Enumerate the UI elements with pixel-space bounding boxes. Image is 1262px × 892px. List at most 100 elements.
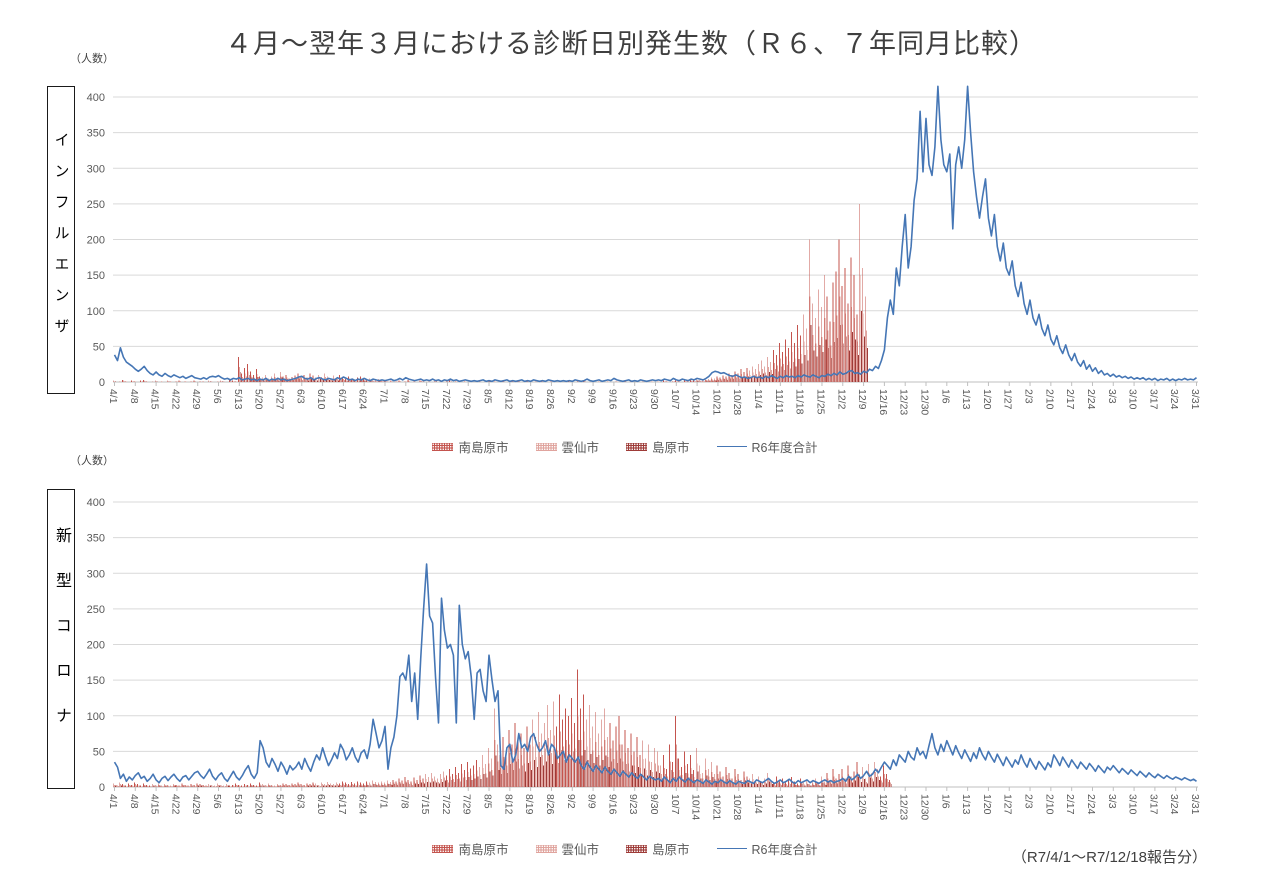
svg-text:4/22: 4/22 (169, 389, 181, 410)
svg-text:2/24: 2/24 (1085, 794, 1097, 815)
svg-text:6/17: 6/17 (336, 794, 348, 815)
svg-text:350: 350 (87, 128, 105, 140)
svg-text:8/26: 8/26 (544, 794, 556, 815)
svg-text:3/17: 3/17 (1147, 794, 1159, 815)
svg-text:12/16: 12/16 (877, 794, 889, 820)
svg-text:9/9: 9/9 (586, 794, 598, 809)
svg-text:7/1: 7/1 (378, 794, 390, 809)
legend-item-minamishimabara: 南島原市 (432, 839, 509, 858)
svg-text:6/3: 6/3 (294, 794, 306, 809)
legend-label-unzen: 雲仙市 (561, 441, 600, 455)
svg-text:350: 350 (87, 533, 105, 545)
svg-text:11/4: 11/4 (752, 794, 764, 814)
svg-text:4/8: 4/8 (128, 389, 140, 404)
svg-text:3/24: 3/24 (1168, 794, 1180, 815)
legend-label-r6-total: R6年度合計 (751, 843, 818, 857)
svg-text:9/16: 9/16 (606, 794, 618, 815)
svg-text:12/16: 12/16 (877, 389, 889, 415)
svg-text:4/8: 4/8 (128, 794, 140, 809)
svg-text:6/10: 6/10 (315, 389, 327, 410)
svg-text:2/10: 2/10 (1043, 794, 1055, 815)
svg-text:2/17: 2/17 (1064, 794, 1076, 815)
svg-text:8/26: 8/26 (544, 389, 556, 410)
svg-text:12/9: 12/9 (856, 389, 868, 410)
legend-item-minamishimabara: 南島原市 (432, 437, 509, 456)
side-label-influenza: インフルエンザ (52, 131, 70, 349)
svg-text:5/6: 5/6 (211, 794, 223, 809)
svg-text:11/11: 11/11 (773, 794, 785, 819)
side-label-covid: 新型コロナ (53, 526, 70, 752)
svg-text:10/14: 10/14 (690, 389, 702, 415)
svg-text:3/10: 3/10 (1127, 389, 1139, 410)
svg-text:5/27: 5/27 (274, 794, 286, 815)
svg-text:5/20: 5/20 (253, 794, 265, 815)
svg-text:5/20: 5/20 (253, 389, 265, 410)
svg-text:3/24: 3/24 (1168, 389, 1180, 410)
legend-covid: 南島原市 雲仙市 島原市 R6年度合計 (40, 839, 1210, 858)
svg-text:10/14: 10/14 (690, 794, 702, 820)
x-axis-tick-labels: 4/1 4/8 4/15 4/22 4/29 5/6 5/13 5/20 5/27 6/3 6/10… (107, 787, 1201, 820)
svg-text:100: 100 (87, 306, 105, 318)
gridlines (113, 501, 1198, 788)
y-axis-unit-label-covid: （人数） (70, 455, 114, 467)
svg-text:2/10: 2/10 (1043, 389, 1055, 410)
svg-text:1/6: 1/6 (939, 794, 951, 809)
legend-influenza: 南島原市 雲仙市 島原市 R6年度合計 (40, 437, 1210, 456)
svg-text:12/9: 12/9 (856, 794, 868, 815)
svg-text:12/2: 12/2 (835, 389, 847, 410)
pattern-swatch-unzen (535, 442, 557, 451)
legend-label-r6-total: R6年度合計 (751, 441, 818, 455)
svg-text:2/24: 2/24 (1085, 389, 1097, 410)
svg-text:8/19: 8/19 (523, 794, 535, 815)
legend-item-shimabara: 島原市 (626, 437, 690, 456)
line-swatch-r6-total (716, 446, 747, 447)
svg-text:4/1: 4/1 (107, 794, 119, 809)
svg-text:8/5: 8/5 (482, 794, 494, 809)
svg-text:4/15: 4/15 (149, 794, 161, 815)
svg-text:100: 100 (87, 711, 105, 723)
y-axis-tick-labels: 0 50 100 150 200 250 300 350 400 (87, 92, 105, 389)
svg-text:10/21: 10/21 (710, 389, 722, 415)
y-axis-tick-labels: 0 50 100 150 200 250 300 350 400 (87, 497, 105, 794)
svg-text:1/27: 1/27 (1002, 794, 1014, 815)
legend-item-r6-total: R6年度合計 (716, 437, 818, 456)
r6-total-line (113, 85, 1197, 383)
svg-text:400: 400 (87, 497, 105, 509)
svg-text:8/19: 8/19 (523, 389, 535, 410)
svg-text:6/10: 6/10 (315, 794, 327, 815)
pattern-swatch-shimabara (626, 844, 648, 853)
svg-text:12/30: 12/30 (919, 389, 931, 415)
svg-text:0: 0 (99, 782, 105, 794)
svg-text:7/1: 7/1 (378, 389, 390, 404)
svg-text:9/2: 9/2 (565, 794, 577, 809)
svg-text:10/21: 10/21 (710, 794, 722, 820)
bars-minamishimabara (113, 669, 890, 788)
svg-text:6/24: 6/24 (357, 389, 369, 410)
svg-text:7/15: 7/15 (419, 794, 431, 815)
svg-text:400: 400 (87, 92, 105, 104)
svg-text:3/3: 3/3 (1106, 389, 1118, 404)
side-label-box-covid: 新型コロナ (47, 489, 75, 789)
svg-text:1/6: 1/6 (939, 389, 951, 404)
svg-text:150: 150 (87, 675, 105, 687)
svg-text:3/17: 3/17 (1147, 389, 1159, 410)
svg-text:1/27: 1/27 (1002, 389, 1014, 410)
svg-text:4/1: 4/1 (107, 389, 119, 404)
svg-text:12/30: 12/30 (919, 794, 931, 820)
svg-text:3/31: 3/31 (1189, 794, 1201, 815)
legend-label-minamishimabara: 南島原市 (458, 843, 509, 857)
legend-label-shimabara: 島原市 (652, 843, 690, 857)
legend-label-minamishimabara: 南島原市 (458, 441, 509, 455)
svg-text:6/24: 6/24 (357, 794, 369, 815)
svg-text:5/6: 5/6 (211, 389, 223, 404)
svg-text:10/7: 10/7 (669, 794, 681, 815)
svg-text:9/23: 9/23 (627, 794, 639, 815)
legend-item-unzen: 雲仙市 (535, 437, 600, 456)
svg-text:10/7: 10/7 (669, 389, 681, 410)
svg-text:200: 200 (87, 235, 105, 247)
svg-text:9/9: 9/9 (586, 389, 598, 404)
gridlines (113, 96, 1198, 383)
